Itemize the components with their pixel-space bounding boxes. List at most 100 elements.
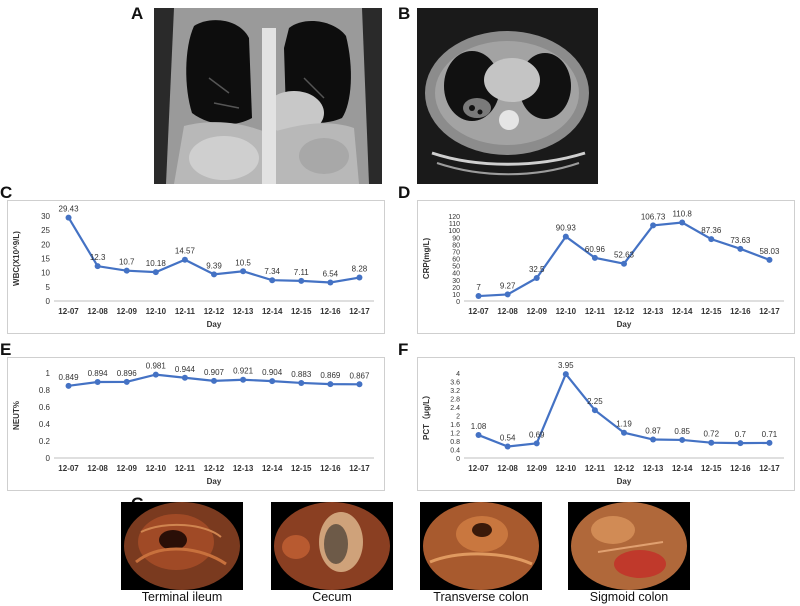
x-tick-label: 12-14	[262, 307, 283, 316]
data-point	[211, 377, 217, 384]
y-tick-label: 80	[452, 242, 460, 249]
y-tick-label: 0.8	[450, 439, 460, 446]
chart-wbc-svg: 0 5 10 15 20 25 30 12-07 12-08 12-09 12-10 12-11 12-…	[12, 205, 374, 329]
x-tick-label: 12-16	[320, 464, 341, 473]
chart-pct-svg: 00.4 0.81.2 1.62 2.42.8 3.23.6 4 12-07 12-08 12-…	[421, 361, 784, 486]
data-point	[504, 291, 511, 298]
chart-pct: 0 0.4 0.8 1.2 1.6 2 2.4 2.8 3.2 3.6 4 12-07 12-08 12-…	[417, 357, 795, 491]
data-label: 0.896	[117, 369, 138, 378]
y-tick-label: 0.4	[39, 420, 51, 429]
x-tick-label: 12-09	[526, 307, 547, 316]
y-tick-label: 100	[448, 228, 460, 235]
y-axis-title: PCT（μg/L）	[421, 391, 431, 440]
endoscopy-label: Transverse colon	[433, 590, 529, 604]
x-tick-label: 12-13	[233, 307, 254, 316]
data-label: 10.18	[146, 259, 167, 268]
y-tick-label: 70	[452, 249, 460, 256]
data-label: 0.849	[59, 373, 80, 382]
data-point	[152, 269, 159, 276]
y-tick-label: 120	[448, 214, 460, 221]
x-tick-label: 12-13	[233, 464, 254, 473]
x-tick-label: 12-15	[291, 307, 312, 316]
ct-axial-image	[417, 8, 598, 184]
x-tick-label: 12-17	[349, 464, 370, 473]
x-tick-label: 12-11	[585, 464, 606, 473]
data-label: 0.883	[291, 370, 312, 379]
x-tick-label: 12-17	[759, 307, 780, 316]
x-tick-label: 12-08	[87, 464, 108, 473]
panel-label-e: E	[0, 340, 12, 359]
x-axis-title: Day	[617, 477, 632, 486]
x-tick-label: 12-07	[58, 464, 79, 473]
x-tick-label: 12-08	[497, 464, 518, 473]
panel-label-a: A	[131, 4, 144, 23]
x-axis-title: Day	[617, 320, 632, 329]
data-label: 10.5	[235, 258, 251, 267]
x-tick-label: 12-12	[204, 464, 225, 473]
data-point	[181, 374, 188, 381]
data-point	[708, 236, 715, 243]
data-label: 0.944	[175, 365, 196, 374]
y-tick-label: 2.4	[450, 405, 460, 412]
data-label: 12.3	[90, 253, 106, 262]
data-label: 0.894	[88, 369, 109, 378]
y-tick-label: 40	[452, 271, 460, 278]
data-point	[356, 381, 363, 388]
data-point	[504, 443, 511, 450]
endoscopy-transverse-colon	[420, 502, 542, 590]
y-axis-title: CRP(mg/L)	[422, 238, 431, 280]
data-point	[737, 245, 744, 252]
x-tick-label: 12-10	[146, 307, 167, 316]
data-label: 7	[476, 283, 481, 292]
x-tick-label: 12-08	[497, 307, 518, 316]
y-tick-label: 1.6	[450, 422, 460, 429]
data-point	[591, 407, 598, 414]
x-tick-label: 12-15	[701, 307, 722, 316]
y-tick-label: 3.2	[450, 388, 460, 395]
data-label: 58.03	[759, 247, 780, 256]
y-tick-label: 0.6	[39, 403, 51, 412]
x-tick-label: 12-17	[759, 464, 780, 473]
y-tick-label: 30	[41, 212, 50, 221]
x-tick-label: 12-11	[175, 307, 196, 316]
x-tick-label: 12-09	[116, 307, 137, 316]
y-tick-label: 0.8	[39, 386, 51, 395]
x-tick-label: 12-11	[175, 464, 196, 473]
data-label: 0.69	[529, 430, 545, 439]
chart-crp: 0 10 20 30 40 50 60 70 80 90 100 110 120 12-07 12-08 12…	[417, 200, 795, 334]
x-axis-title: Day	[207, 320, 222, 329]
y-tick-label: 0	[46, 297, 51, 306]
data-point	[298, 379, 305, 386]
y-tick-label: 0	[456, 299, 460, 306]
data-point	[708, 439, 715, 446]
data-point	[533, 274, 540, 281]
data-point	[269, 378, 276, 385]
x-tick-label: 12-15	[701, 464, 722, 473]
y-tick-label: 10	[41, 269, 50, 278]
data-label: 106.73	[641, 212, 666, 221]
data-point	[152, 371, 159, 378]
data-label: 0.85	[674, 427, 690, 436]
panel-label-b: B	[398, 4, 411, 23]
data-point	[650, 222, 657, 229]
data-label: 110.8	[672, 210, 692, 219]
data-point	[123, 378, 130, 385]
data-label: 9.39	[206, 261, 222, 270]
x-tick-label: 12-07	[468, 307, 489, 316]
endoscopy-sigmoid-colon	[568, 502, 690, 590]
endoscopy-label: Terminal ileum	[141, 590, 223, 604]
data-point	[591, 254, 598, 261]
data-point	[562, 371, 569, 378]
x-tick-label: 12-10	[556, 307, 577, 316]
x-tick-label: 12-12	[614, 464, 635, 473]
data-label: 7.11	[294, 268, 310, 277]
endoscopy-terminal-ileum	[121, 502, 243, 590]
x-tick-label: 12-16	[730, 464, 751, 473]
x-tick-label: 12-12	[204, 307, 225, 316]
panel-label-f: F	[398, 340, 409, 359]
data-point	[679, 436, 686, 443]
x-tick-label: 12-11	[585, 307, 606, 316]
y-axis-title: WBC(X10^9/L)	[12, 231, 21, 286]
data-point	[562, 233, 569, 240]
x-tick-label: 12-09	[526, 464, 547, 473]
